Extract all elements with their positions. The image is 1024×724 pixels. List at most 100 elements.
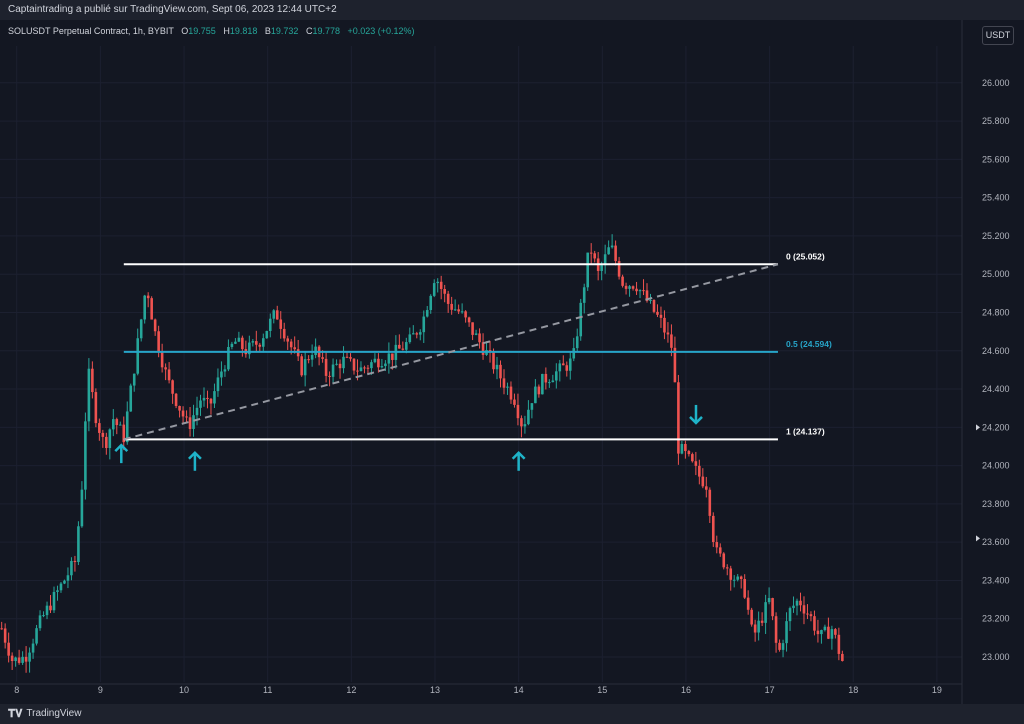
candle-body <box>729 568 733 580</box>
candle-body <box>398 344 401 349</box>
change-value: +0.023 (+0.12%) <box>347 26 415 36</box>
candle-body <box>589 252 593 254</box>
arrow-head <box>188 451 202 460</box>
candle-body <box>781 643 785 650</box>
candle-body <box>77 526 80 563</box>
high-label: H <box>223 26 230 36</box>
candle-body <box>105 436 108 448</box>
candle-body <box>118 424 122 426</box>
candle-body <box>652 299 656 312</box>
candle-body <box>202 397 206 401</box>
candle-body <box>349 357 352 359</box>
candle-body <box>373 358 377 363</box>
x-tick-label: 9 <box>98 685 103 695</box>
candle-body <box>363 367 366 369</box>
y-tick-label: 24.400 <box>982 384 1010 394</box>
candle-body <box>28 652 31 662</box>
candle-body <box>422 316 426 333</box>
candle-body <box>582 287 586 303</box>
candle-body <box>753 624 757 633</box>
tv-logo-icon: 𝐓𝐕 <box>8 708 23 720</box>
candle-body <box>178 405 181 411</box>
y-tick-label: 23.800 <box>982 499 1010 509</box>
candle-body <box>823 626 827 631</box>
candle-body <box>520 418 523 427</box>
fib-level-label: 1 (24.137) <box>786 426 825 436</box>
candle-body <box>45 605 49 616</box>
candle-body <box>223 369 227 372</box>
low-value: 19.732 <box>270 26 299 36</box>
chart-frame[interactable]: SOLUSDT Perpetual Contract, 1h, BYBIT O1… <box>0 20 1024 704</box>
candle-body <box>255 341 258 345</box>
candle-body <box>593 253 596 259</box>
candle-body <box>628 286 631 289</box>
arrow-up-icon <box>114 443 129 464</box>
candle-body <box>171 380 174 394</box>
candle-body <box>146 295 150 299</box>
candle-body <box>760 620 764 623</box>
currency-button[interactable]: USDT <box>982 26 1014 45</box>
candle-body <box>3 628 7 643</box>
candle-body <box>227 346 230 370</box>
candle-body <box>750 609 753 625</box>
candle-body <box>663 317 666 333</box>
candle-body <box>377 358 380 368</box>
candle-body <box>199 400 202 408</box>
candle-body <box>24 656 28 662</box>
candle-body <box>408 334 412 343</box>
y-tick-label: 23.400 <box>982 575 1010 585</box>
x-tick-label: 17 <box>765 685 775 695</box>
candle-body <box>600 265 603 271</box>
candle-body <box>586 252 590 288</box>
candle-body <box>111 419 115 430</box>
candle-body <box>495 364 499 370</box>
candle-body <box>802 605 806 614</box>
candle-body <box>701 476 705 487</box>
x-tick-label: 14 <box>514 685 524 695</box>
candle-body <box>684 444 687 452</box>
candle-body <box>834 629 837 635</box>
candle-body <box>234 341 237 344</box>
price-chart[interactable]: 0 (25.052)0.5 (24.594)1 (24.137) 26.0002… <box>0 20 1024 704</box>
candle-body <box>677 382 680 454</box>
y-tick-label: 23.200 <box>982 614 1010 624</box>
candle-body <box>310 355 314 360</box>
y-tick-label: 24.600 <box>982 346 1010 356</box>
candle-body <box>73 560 77 563</box>
candle-body <box>384 363 387 367</box>
tradingview-logo[interactable]: 𝐓𝐕 TradingView <box>8 704 81 724</box>
candle-body <box>813 616 816 631</box>
candle-body <box>830 629 834 639</box>
candle-body <box>66 575 70 581</box>
symbol-name: SOLUSDT Perpetual Contract, 1h, BYBIT <box>8 26 174 36</box>
candle-body <box>537 386 541 395</box>
candle-body <box>230 343 234 347</box>
candle-body <box>617 261 621 277</box>
candle-body <box>335 363 338 365</box>
candle-body <box>809 614 813 617</box>
candle-body <box>150 298 153 320</box>
brand-text: TradingView <box>26 708 82 719</box>
candle-body <box>115 419 119 426</box>
candle-body <box>303 359 307 376</box>
candle-body <box>209 398 213 404</box>
candle-body <box>411 333 415 335</box>
candle-body <box>160 352 164 368</box>
candle-body <box>621 276 624 286</box>
candle-body <box>21 656 24 663</box>
candle-body <box>370 362 373 369</box>
candle-body <box>698 465 701 477</box>
candle-body <box>516 404 520 419</box>
candle-body <box>670 334 673 348</box>
candle-body <box>725 567 729 569</box>
candle-body <box>474 333 478 335</box>
candle-body <box>541 373 544 395</box>
arrow-up-icon <box>188 451 202 471</box>
candle-body <box>778 642 781 650</box>
candle-body <box>659 314 663 318</box>
candle-body <box>841 653 844 661</box>
candle-body <box>98 423 101 433</box>
candle-body <box>481 342 485 355</box>
trendline-dashed <box>123 263 779 441</box>
candle-body <box>673 347 677 383</box>
